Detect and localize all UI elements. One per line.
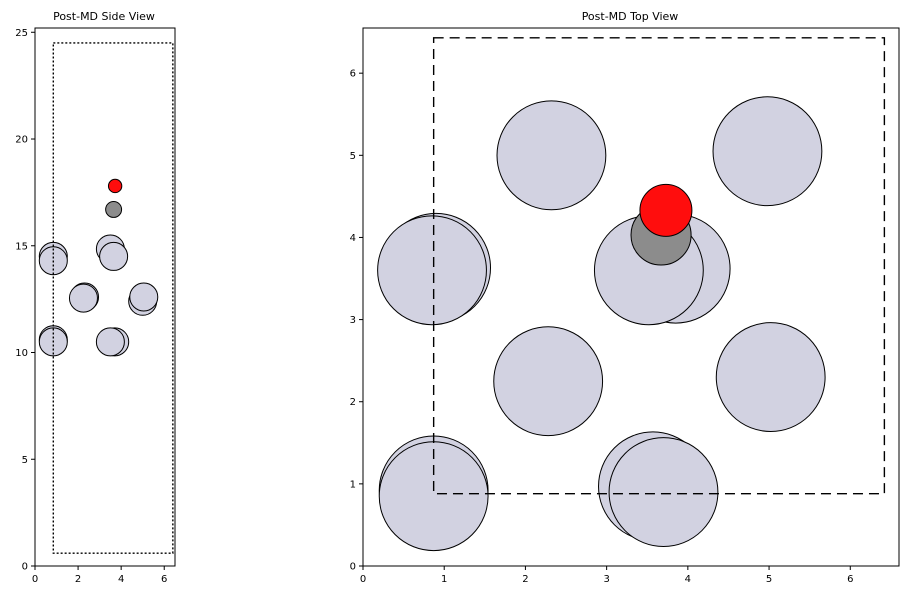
side-view-axes-frame: [34, 27, 176, 567]
top-view-xtick-label: 5: [766, 574, 772, 585]
side-view-atom-7: [129, 282, 159, 312]
top-view-atom-7: [377, 215, 487, 326]
side-view-cell-boundary: [52, 42, 174, 554]
top-view-xtick-label: 0: [360, 574, 366, 585]
top-view-ytick-label: 4: [350, 233, 356, 244]
top-view-atom-13: [639, 183, 693, 237]
top-view-atom-10: [496, 100, 607, 211]
top-view-atom-11: [712, 96, 823, 207]
top-view-xtick-label: 3: [603, 574, 609, 585]
side-view-atom-12: [105, 200, 123, 218]
top-view-atom-4: [493, 326, 604, 437]
side-view-atom-11: [99, 241, 129, 271]
side-view-atom-13: [107, 178, 123, 194]
top-view-ytick-label: 2: [350, 397, 356, 408]
side-view-ytick-label: 20: [15, 135, 28, 146]
side-view-ytick-label: 10: [15, 348, 28, 359]
top-view-panel: Post-MD Top View 0 1 2 3 4 5 6 0 1 2 3 4 5 6: [350, 10, 900, 585]
side-view-panel: Post-MD Side View 0 2 4 6 0 5 10 15 20 25: [15, 10, 176, 585]
side-view-title: Post-MD Side View: [53, 10, 155, 23]
top-view-atom-3: [608, 437, 719, 547]
top-view-ticks: 0 1 2 3 4 5 6 0 1 2 3 4 5 6: [350, 69, 854, 585]
top-view-cell-boundary: [432, 37, 886, 495]
side-view-xtick-label: 6: [161, 574, 167, 585]
top-view-xtick-label: 2: [522, 574, 528, 585]
top-view-ytick-label: 3: [350, 315, 356, 326]
side-view-ticks: 0 2 4 6 0 5 10 15 20 25: [15, 28, 167, 585]
top-view-xtick-label: 1: [441, 574, 447, 585]
side-view-ytick-label: 0: [22, 562, 28, 573]
top-view-ytick-label: 0: [350, 562, 356, 573]
top-view-ytick-label: 1: [350, 479, 356, 490]
side-view-atoms: [38, 42, 174, 554]
top-view-atom-5: [715, 322, 826, 432]
side-view-ytick-label: 25: [15, 28, 28, 39]
side-view-xtick-label: 0: [32, 574, 38, 585]
top-view-axes-frame: [362, 27, 900, 567]
top-view-ytick-label: 6: [350, 69, 356, 80]
top-view-xtick-label: 6: [847, 574, 853, 585]
side-view-xtick-label: 2: [75, 574, 81, 585]
top-view-ytick-label: 5: [350, 151, 356, 162]
side-view-ytick-label: 15: [15, 241, 28, 252]
side-view-ytick-label: 5: [22, 455, 28, 466]
side-view-xtick-label: 4: [118, 574, 124, 585]
top-view-title: Post-MD Top View: [582, 10, 679, 23]
side-view-atom-5: [68, 283, 98, 313]
top-view-xtick-label: 4: [685, 574, 691, 585]
top-view-atoms: [377, 37, 886, 552]
side-view-atom-3: [95, 327, 125, 357]
